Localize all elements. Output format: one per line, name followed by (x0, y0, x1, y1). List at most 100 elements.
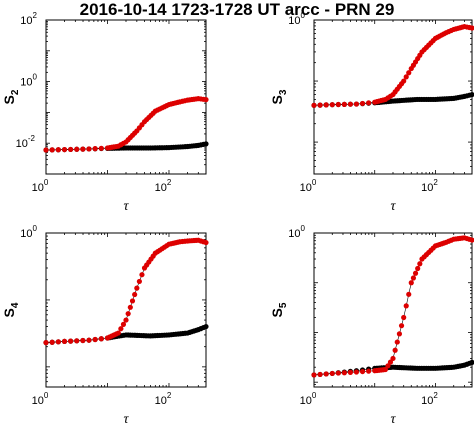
data-point (86, 146, 92, 152)
data-point (347, 369, 354, 375)
data-point (392, 347, 398, 353)
data-point (132, 291, 138, 298)
data-point (406, 70, 412, 76)
data-point (469, 359, 474, 365)
data-point (366, 368, 372, 374)
figure-title: 2016-10-14 1723-1728 UT arcc - PRN 29 (79, 0, 395, 19)
series-line (313, 237, 473, 376)
x-tick-label: 100 (300, 178, 317, 194)
y-tick-label: 102 (20, 11, 37, 27)
data-point (323, 371, 329, 377)
data-point (401, 78, 407, 84)
subplot-4: 100 102 100 τ S5 (269, 224, 474, 427)
x-tick-label: 100 (32, 391, 49, 407)
y-tick-label: 100 (288, 224, 305, 240)
series-line (45, 239, 207, 343)
series-red (311, 235, 474, 378)
x-axis-label: τ (123, 199, 129, 214)
data-point (469, 91, 474, 98)
data-point (74, 146, 80, 152)
data-point (49, 147, 55, 153)
data-point (125, 311, 131, 317)
data-point (410, 275, 417, 281)
data-point (134, 285, 140, 291)
data-point (329, 102, 335, 108)
x-axis-label: τ (390, 412, 396, 427)
data-point (80, 146, 86, 152)
data-point (80, 337, 86, 344)
subplot-1: 100 102 10-2 100 102 τ S2 (1, 11, 209, 214)
x-axis-label: τ (390, 199, 396, 214)
data-point (469, 237, 474, 243)
data-point (68, 338, 74, 344)
data-point (43, 340, 49, 346)
data-point (43, 147, 49, 153)
x-tick-label: 102 (155, 178, 172, 194)
data-point (412, 270, 419, 276)
data-point (136, 278, 142, 285)
y-tick-label: 10-2 (16, 134, 36, 150)
data-point (61, 338, 68, 345)
data-point (417, 261, 423, 267)
data-point (92, 146, 98, 152)
data-point (390, 355, 396, 362)
data-point (203, 97, 209, 103)
data-point (203, 323, 209, 330)
x-tick-label: 100 (32, 178, 49, 194)
data-point (115, 330, 121, 336)
data-point (347, 101, 354, 107)
data-point (129, 298, 136, 304)
y-axis-label: S5 (269, 302, 289, 317)
data-point (49, 339, 55, 345)
data-point (68, 146, 74, 153)
data-point (353, 369, 360, 375)
data-point (469, 25, 474, 31)
data-point (359, 100, 366, 107)
data-point (385, 363, 391, 369)
data-point (398, 323, 405, 329)
x-tick-label: 100 (300, 391, 317, 407)
data-point (408, 280, 414, 286)
series-red (43, 96, 209, 153)
series-red (43, 237, 209, 346)
data-point (98, 145, 104, 151)
data-point (366, 100, 372, 106)
data-point (120, 321, 127, 327)
data-point (394, 339, 400, 345)
data-point (317, 102, 323, 108)
data-point (359, 368, 366, 375)
data-point (92, 336, 98, 343)
subplot-2: 100 102 100 τ S3 (269, 11, 474, 214)
axes-box (45, 232, 207, 388)
data-point (123, 317, 129, 323)
data-point (341, 370, 347, 376)
data-point (335, 101, 341, 108)
data-point (382, 366, 389, 373)
data-point (335, 370, 341, 376)
y-tick-label: 100 (20, 224, 37, 240)
x-tick-label: 102 (421, 178, 438, 194)
data-point (203, 141, 209, 147)
series-black (43, 323, 209, 346)
y-axis-label: S3 (269, 89, 289, 104)
data-point (406, 291, 412, 297)
data-point (55, 147, 61, 153)
x-axis-label: τ (123, 412, 129, 427)
series-red (311, 23, 474, 108)
subplot-3: 100 102 100 τ S4 (1, 224, 209, 427)
data-point (387, 359, 394, 365)
data-point (353, 101, 360, 107)
data-point (341, 101, 347, 107)
axes-box (313, 232, 473, 388)
y-axis-label: S2 (1, 89, 21, 104)
data-point (118, 326, 124, 332)
data-point (61, 146, 68, 153)
y-tick-label: 100 (20, 73, 37, 89)
x-tick-label: 102 (421, 391, 438, 407)
data-point (74, 338, 80, 344)
y-axis-label: S4 (1, 302, 21, 317)
data-point (203, 239, 209, 246)
data-point (127, 304, 133, 310)
data-point (323, 102, 329, 108)
